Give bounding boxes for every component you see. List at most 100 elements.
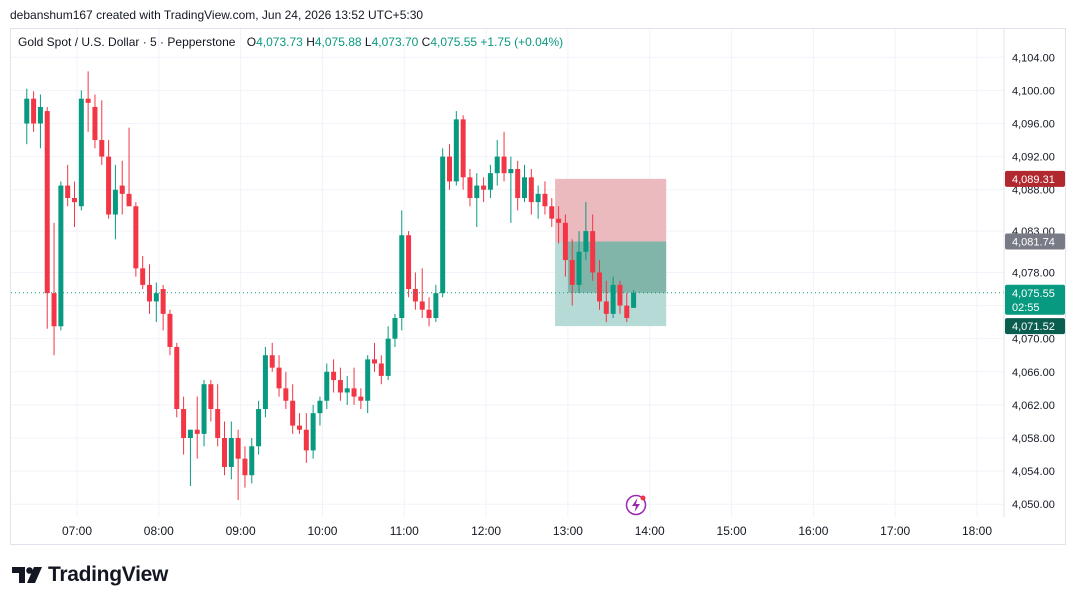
candle	[597, 260, 602, 310]
candle	[583, 202, 589, 261]
candle-body	[24, 98, 30, 124]
lightning-bolt	[632, 498, 640, 512]
candle	[481, 177, 487, 203]
candle-body	[494, 156, 500, 174]
candle	[181, 396, 187, 455]
x-tick-label: 09:00	[226, 524, 256, 538]
candle	[222, 421, 227, 476]
candle	[51, 222, 57, 356]
candle	[440, 148, 446, 298]
candle-body	[303, 429, 309, 451]
legend-symbol[interactable]: Gold Spot / U.S. Dollar · 5 · Pepperston…	[18, 35, 236, 49]
candle	[187, 429, 193, 486]
candle-body	[51, 293, 57, 327]
candle-body	[276, 367, 282, 389]
candle-body	[65, 185, 71, 198]
y-tick-label: 4,070.00	[1012, 334, 1055, 346]
candle	[112, 164, 118, 240]
candle	[215, 384, 221, 447]
candle	[372, 342, 377, 372]
candle	[426, 297, 432, 327]
current-price-tag	[1005, 284, 1065, 315]
legend-close-value: 4,075.55	[430, 35, 478, 49]
candle	[235, 429, 241, 501]
candle	[453, 111, 459, 186]
grid-lines	[11, 29, 1004, 517]
candle-body	[610, 284, 616, 314]
legend-close-label: C	[421, 35, 431, 49]
candle-body	[133, 206, 139, 269]
y-tick-label: 4,096.00	[1012, 119, 1055, 131]
candle	[65, 164, 71, 207]
lightning-event-icon[interactable]	[625, 494, 647, 516]
ohlc-legend: Gold Spot / U.S. Dollar · 5 · Pepperston…	[18, 35, 563, 49]
candle	[351, 367, 357, 405]
y-tick-label: 4,078.00	[1012, 267, 1055, 279]
candle	[331, 359, 337, 393]
candle	[501, 131, 507, 182]
candle-body	[515, 169, 521, 198]
x-tick-label: 18:00	[962, 524, 992, 538]
candle-body	[126, 193, 132, 207]
candle	[590, 214, 596, 281]
candle	[337, 367, 343, 401]
candle-body	[58, 185, 64, 327]
y-tick-label: 4,062.00	[1012, 400, 1055, 412]
x-tick-label: 15:00	[717, 524, 747, 538]
candle	[201, 380, 207, 447]
candle-body	[344, 388, 350, 393]
x-tick-label: 11:00	[390, 524, 419, 538]
candle-body	[453, 119, 459, 182]
candle	[406, 231, 412, 298]
candle-body	[460, 119, 466, 178]
candle-body	[535, 193, 541, 203]
candle-body	[174, 346, 180, 410]
candle-body	[522, 177, 527, 198]
candle-body	[167, 313, 173, 347]
candle-body	[222, 437, 227, 467]
candle	[433, 284, 439, 323]
candle	[624, 293, 630, 323]
brand[interactable]: TradingView	[12, 563, 168, 587]
candle-body	[310, 413, 316, 451]
candle	[174, 342, 180, 418]
candle-body	[583, 231, 589, 252]
candle	[297, 413, 302, 434]
candle-body	[590, 231, 596, 273]
candle-body	[603, 301, 609, 314]
candle-body	[99, 140, 105, 157]
candle	[603, 280, 609, 323]
candle-body	[474, 185, 480, 198]
candle-body	[85, 98, 91, 103]
x-tick-label: 16:00	[798, 524, 828, 538]
open-pnl-zone	[567, 241, 667, 293]
y-tick-label: 4,092.00	[1012, 152, 1055, 164]
candle-body	[487, 173, 493, 190]
candle-body	[44, 111, 50, 294]
legend-high-value: 4,075.88	[314, 35, 362, 49]
candle-body	[228, 437, 234, 467]
candle	[542, 181, 548, 215]
candle-body	[208, 384, 214, 410]
candle-body	[201, 384, 207, 434]
candle	[37, 94, 43, 149]
candle	[385, 326, 391, 381]
candle-body	[37, 106, 43, 124]
candle	[549, 197, 555, 227]
candle-body	[508, 169, 514, 174]
candle-body	[617, 284, 623, 306]
x-tick-label: 17:00	[880, 524, 910, 538]
candle-body	[433, 293, 439, 318]
candle-body	[153, 293, 159, 302]
candle	[378, 355, 384, 385]
candle-body	[412, 289, 418, 302]
candle	[535, 185, 541, 219]
candle	[133, 202, 139, 277]
candle-body	[556, 218, 562, 223]
legend-high-label: H	[306, 35, 315, 49]
candle-body	[269, 355, 275, 368]
y-tick-label: 4,104.00	[1012, 52, 1055, 64]
candle-body	[324, 371, 330, 401]
candle-body	[112, 189, 118, 215]
